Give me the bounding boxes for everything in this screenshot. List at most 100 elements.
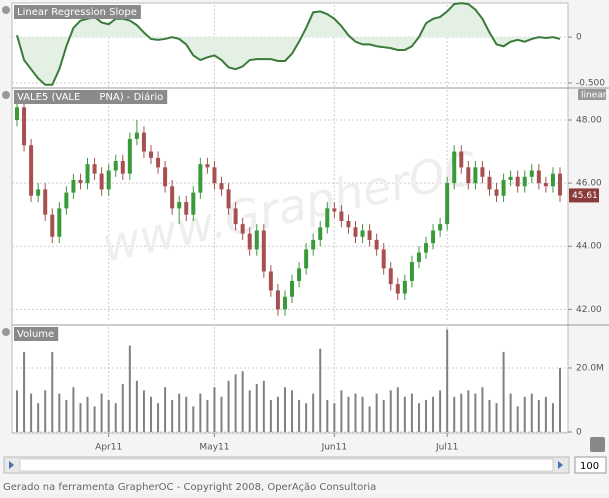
bar [23,351,26,432]
bar [100,393,103,432]
y-tick-label: 0 [576,33,582,43]
candle-body [297,268,302,281]
panel-button[interactable] [2,328,10,336]
candle-body [148,151,153,158]
candle-body [22,107,27,146]
y-tick-label: 0 [576,428,582,438]
scale-mode: linear [581,91,607,101]
bar [178,393,181,432]
bar [460,393,463,432]
candle-body [177,202,182,209]
candle-body [170,186,175,209]
candle-body [473,167,478,184]
candle-body [424,243,429,253]
bar [312,393,315,432]
settings-button[interactable] [590,437,605,452]
scroll-left[interactable] [9,461,14,469]
candle-body [198,164,203,193]
scroll-right[interactable] [558,461,563,469]
x-tick-label: May11 [199,443,229,453]
candle-body [106,170,111,190]
candle-body [381,249,386,269]
bar [93,406,96,432]
candle-body [558,173,562,196]
candle-body [494,189,499,196]
bar [389,390,392,432]
bar [417,403,420,432]
bar [248,390,251,432]
bar [220,396,223,432]
scroll-thumb[interactable] [19,458,554,472]
candle-body [254,230,259,250]
candle-body [367,230,372,240]
bar [234,374,237,432]
candle-body [184,202,189,215]
bar [149,396,152,432]
bar [51,351,54,432]
candle-body [332,208,337,212]
candle-body [431,230,436,244]
candle-body [536,170,541,184]
last-price-box [569,188,599,203]
panel-button[interactable] [2,91,10,99]
bar [326,399,329,432]
candle-body [543,183,548,187]
bar [382,399,385,432]
bar [37,403,40,432]
candle-body [268,271,273,291]
panel-button[interactable] [2,6,10,14]
panel-title: Volume [17,329,54,340]
bar [16,390,18,432]
bar [192,406,195,432]
bar [481,387,484,432]
candle-body [508,176,513,180]
bar [185,396,188,432]
candle-body [247,233,252,250]
bar [65,399,68,432]
y-tick-label: -0.500 [576,78,605,88]
candle-body [459,151,464,168]
bar [551,403,554,432]
bar [213,387,216,432]
zoom-value: 100 [580,461,599,472]
bar [523,396,526,432]
candle-body [120,161,125,174]
candle-body [290,280,295,297]
bar [333,403,336,432]
candle-body [515,176,520,187]
candle-body [163,167,168,187]
candle-body [43,189,48,215]
bar [530,393,533,432]
candle-body [388,268,393,285]
candle-body [353,227,358,237]
candle-body [71,179,76,193]
bar [199,393,202,432]
bar [135,380,138,432]
candle-body [64,192,69,209]
bar [283,387,286,432]
candle-body [395,284,400,294]
bar [361,396,364,432]
candle-body [311,239,316,250]
bar [142,390,145,432]
bar [340,390,343,432]
candle-body [346,220,351,228]
candle-body [141,132,146,152]
candle-body [191,192,196,215]
bar [262,380,265,432]
scale-button[interactable] [578,89,606,100]
last-price: 45.61 [572,191,598,201]
bar [347,396,350,432]
panel-title-bg [14,327,59,341]
bar [375,393,378,432]
candle-body [92,164,97,174]
candle-body [261,230,266,272]
bar [537,399,540,432]
candle-body [487,176,492,190]
zoom-input[interactable] [574,456,607,474]
candle-body [445,183,450,225]
candle-body [212,167,217,184]
candle-body [522,176,527,187]
